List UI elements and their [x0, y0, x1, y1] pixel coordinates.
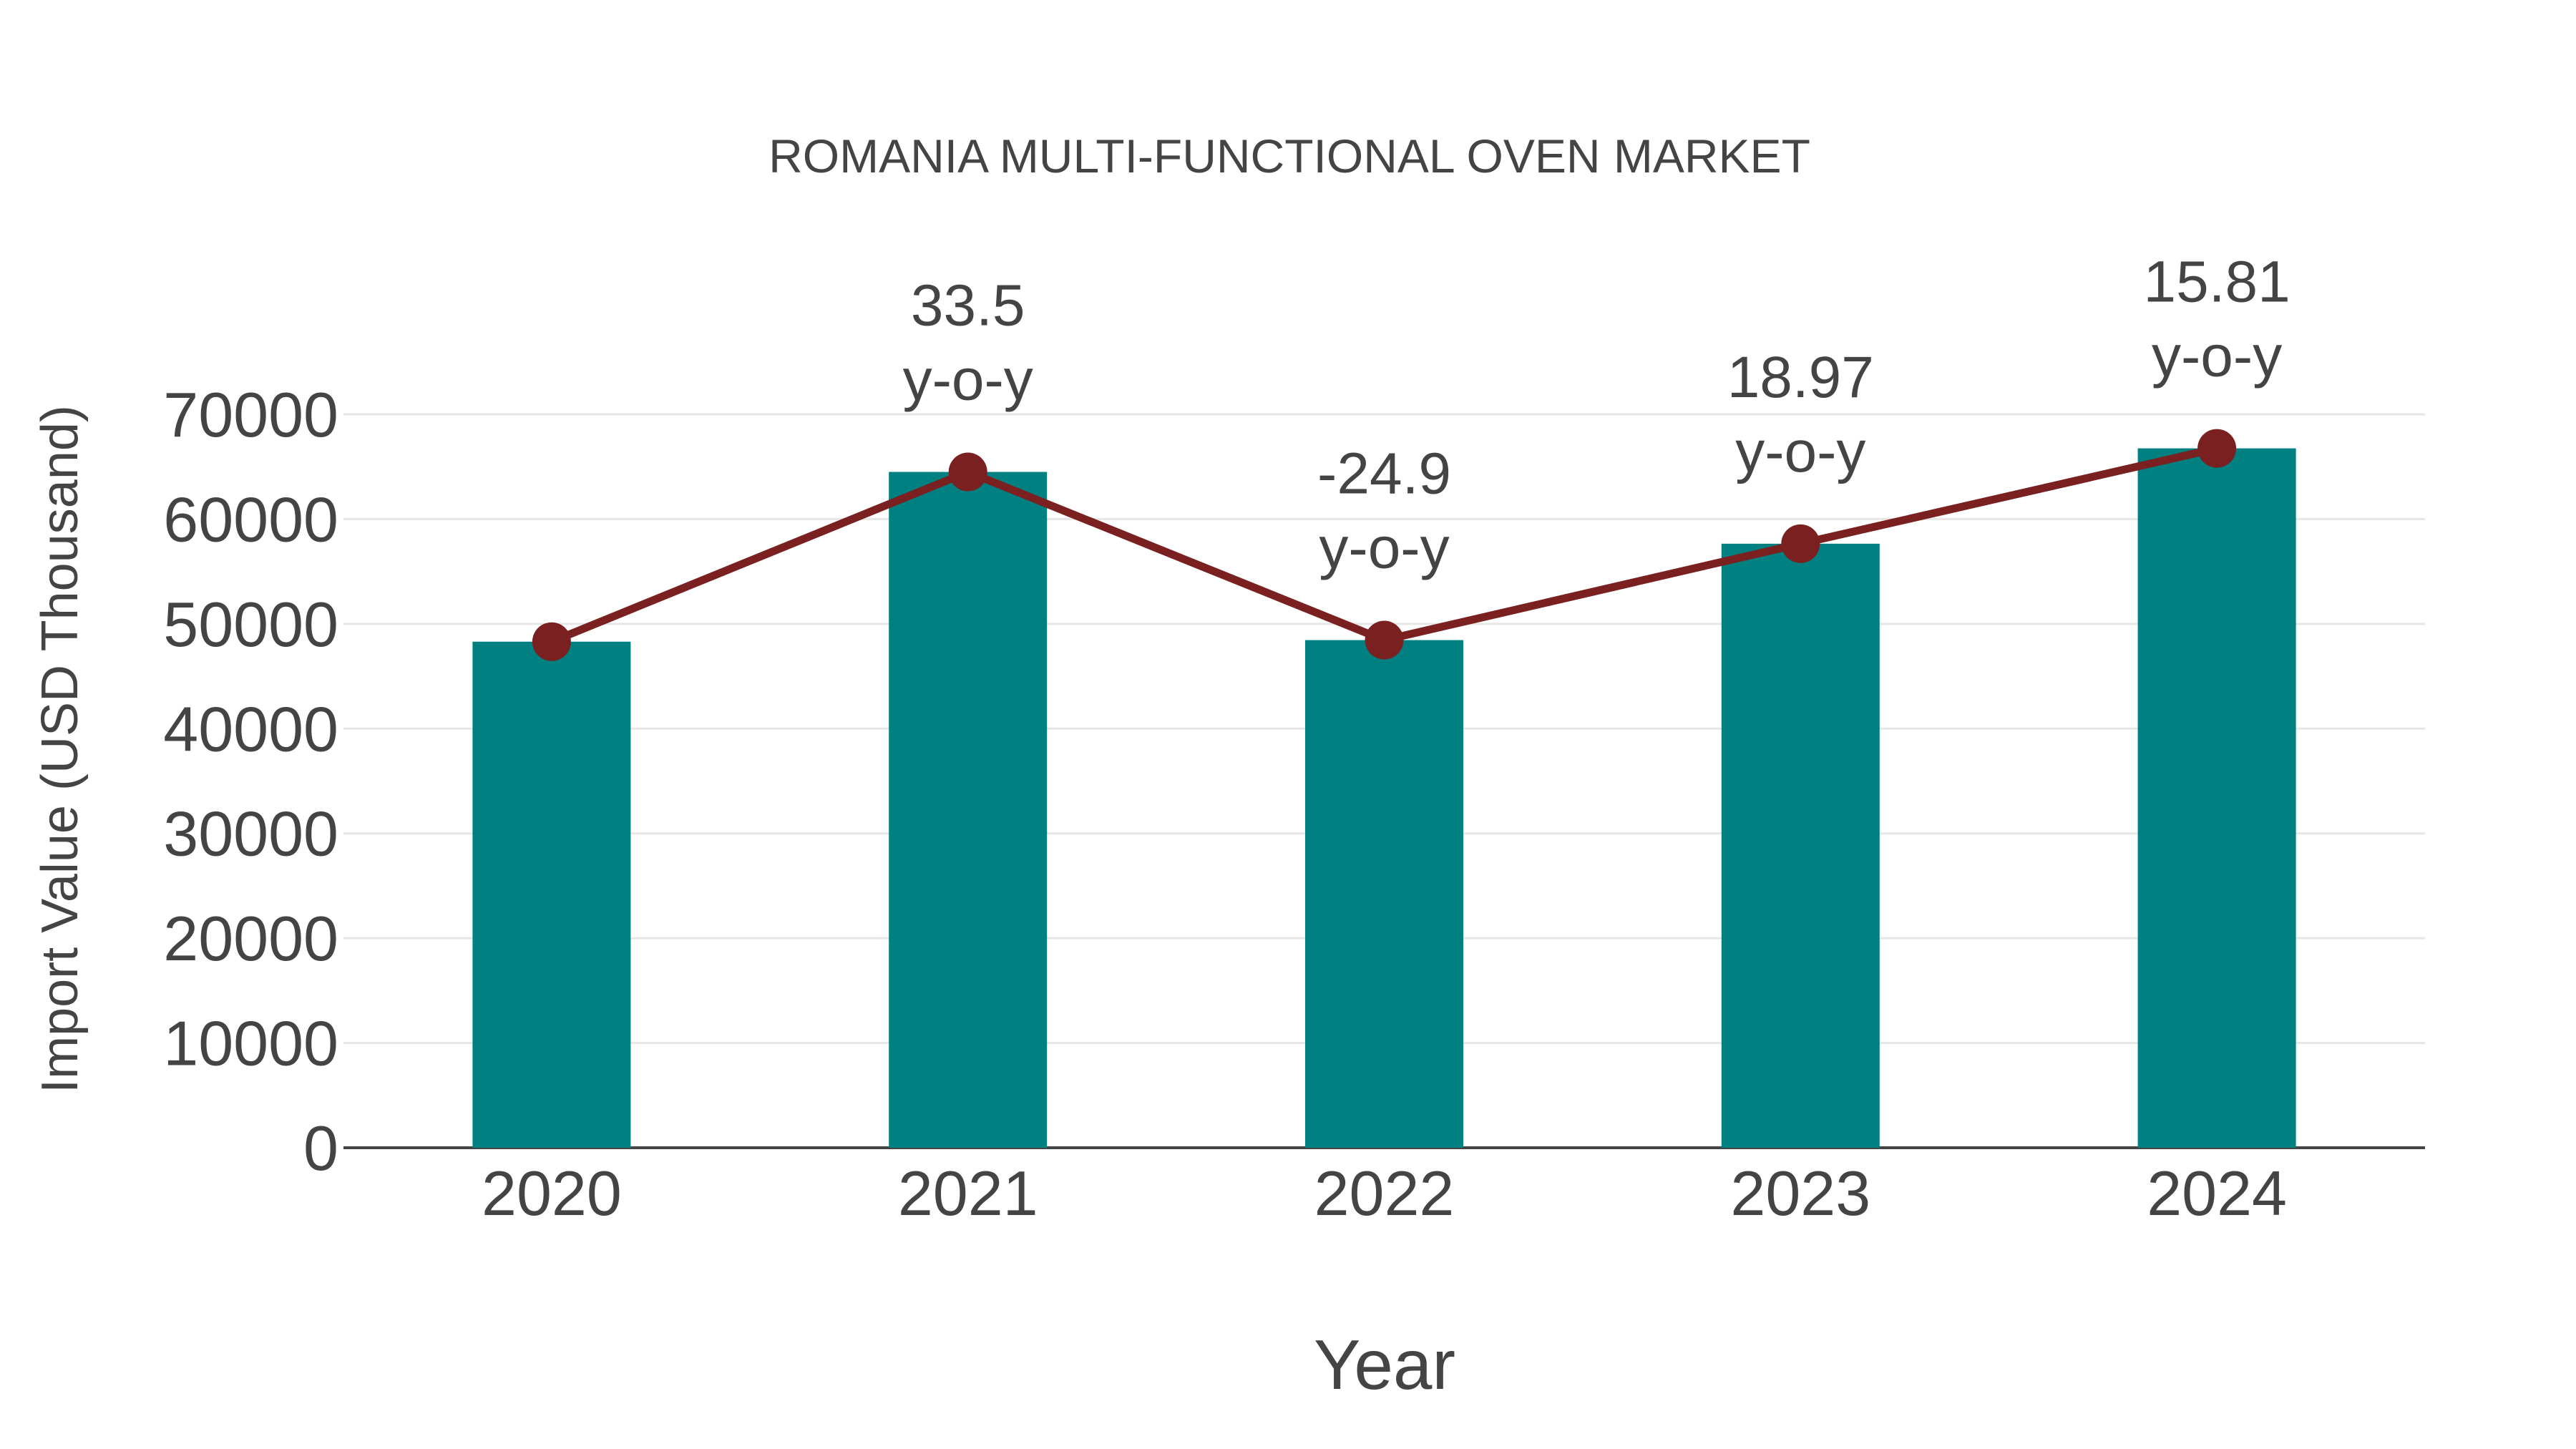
bar-2021: [889, 472, 1048, 1148]
yoy-value: 15.81: [2143, 250, 2290, 315]
trend-marker-2020: [532, 622, 571, 661]
yoy-suffix: y-o-y: [1319, 516, 1449, 581]
y-tick-label: 40000: [163, 693, 338, 764]
x-tick-label: 2023: [1730, 1158, 1870, 1229]
y-tick-label: 50000: [163, 589, 338, 660]
x-axis-title: Year: [1314, 1325, 1455, 1404]
trend-marker-2022: [1365, 620, 1404, 660]
yoy-suffix: y-o-y: [2152, 324, 2282, 389]
chart-title: ROMANIA MULTI-FUNCTIONAL OVEN MARKET: [769, 130, 1810, 182]
x-tick-label: 2021: [898, 1158, 1038, 1229]
y-axis-ticks: 0 10000 20000 30000 40000 50000 60000 70000: [163, 379, 338, 1184]
yoy-suffix: y-o-y: [903, 348, 1033, 413]
y-tick-label: 70000: [163, 379, 338, 450]
trend-marker-2023: [1781, 524, 1820, 563]
line-series: [532, 429, 2237, 661]
y-tick-label: 10000: [163, 1008, 338, 1079]
yoy-value: 18.97: [1727, 345, 1874, 410]
trend-marker-2024: [2197, 429, 2237, 468]
yoy-annotation-2022: -24.9 y-o-y: [1317, 441, 1451, 581]
x-tick-label: 2024: [2147, 1158, 2287, 1229]
y-tick-label: 0: [303, 1113, 338, 1184]
yoy-annotation-2021: 33.5 y-o-y: [903, 273, 1033, 413]
y-axis-title: Import Value (USD Thousand): [31, 405, 89, 1093]
bar-2023: [1721, 543, 1880, 1148]
yoy-value: -24.9: [1317, 441, 1451, 507]
y-tick-label: 60000: [163, 484, 338, 555]
x-tick-label: 2020: [482, 1158, 622, 1229]
bar-2024: [2137, 448, 2296, 1148]
yoy-suffix: y-o-y: [1735, 419, 1865, 484]
x-tick-label: 2022: [1314, 1158, 1455, 1229]
bar-2022: [1305, 640, 1463, 1148]
x-axis-ticks: 2020 2021 2022 2023 2024: [482, 1158, 2287, 1229]
bar-series: [472, 448, 2296, 1148]
yoy-annotation-2024: 15.81 y-o-y: [2143, 250, 2290, 389]
yoy-annotation-2023: 18.97 y-o-y: [1727, 345, 1874, 484]
y-tick-label: 20000: [163, 903, 338, 974]
trend-marker-2021: [948, 452, 987, 492]
yoy-value: 33.5: [911, 273, 1025, 338]
bar-2020: [472, 641, 631, 1148]
y-tick-label: 30000: [163, 799, 338, 869]
yoy-annotations: 33.5 y-o-y -24.9 y-o-y 18.97 y-o-y 15.81 y-o-y: [903, 250, 2290, 581]
